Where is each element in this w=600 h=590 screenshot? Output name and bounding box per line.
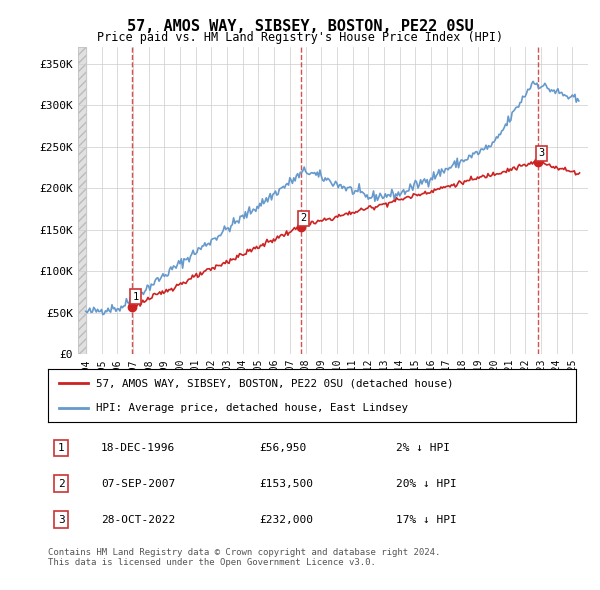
Text: £153,500: £153,500 [259,479,313,489]
Text: 3: 3 [58,514,65,525]
Text: £56,950: £56,950 [259,443,307,453]
Text: 18-DEC-1996: 18-DEC-1996 [101,443,175,453]
Text: HPI: Average price, detached house, East Lindsey: HPI: Average price, detached house, East… [95,402,407,412]
Text: Contains HM Land Registry data © Crown copyright and database right 2024.
This d: Contains HM Land Registry data © Crown c… [48,548,440,567]
Text: 57, AMOS WAY, SIBSEY, BOSTON, PE22 0SU (detached house): 57, AMOS WAY, SIBSEY, BOSTON, PE22 0SU (… [95,378,453,388]
Text: 1: 1 [58,443,65,453]
Text: 17% ↓ HPI: 17% ↓ HPI [397,514,457,525]
Bar [78,47,86,354]
Text: 2: 2 [301,214,307,224]
Text: 20% ↓ HPI: 20% ↓ HPI [397,479,457,489]
Text: 28-OCT-2022: 28-OCT-2022 [101,514,175,525]
Text: 07-SEP-2007: 07-SEP-2007 [101,479,175,489]
Text: 1: 1 [133,292,139,302]
Bar [78,47,86,354]
Text: 3: 3 [538,148,545,158]
Text: Price paid vs. HM Land Registry's House Price Index (HPI): Price paid vs. HM Land Registry's House … [97,31,503,44]
Text: £232,000: £232,000 [259,514,313,525]
Text: 2% ↓ HPI: 2% ↓ HPI [397,443,451,453]
Text: 2: 2 [58,479,65,489]
Text: 57, AMOS WAY, SIBSEY, BOSTON, PE22 0SU: 57, AMOS WAY, SIBSEY, BOSTON, PE22 0SU [127,19,473,34]
